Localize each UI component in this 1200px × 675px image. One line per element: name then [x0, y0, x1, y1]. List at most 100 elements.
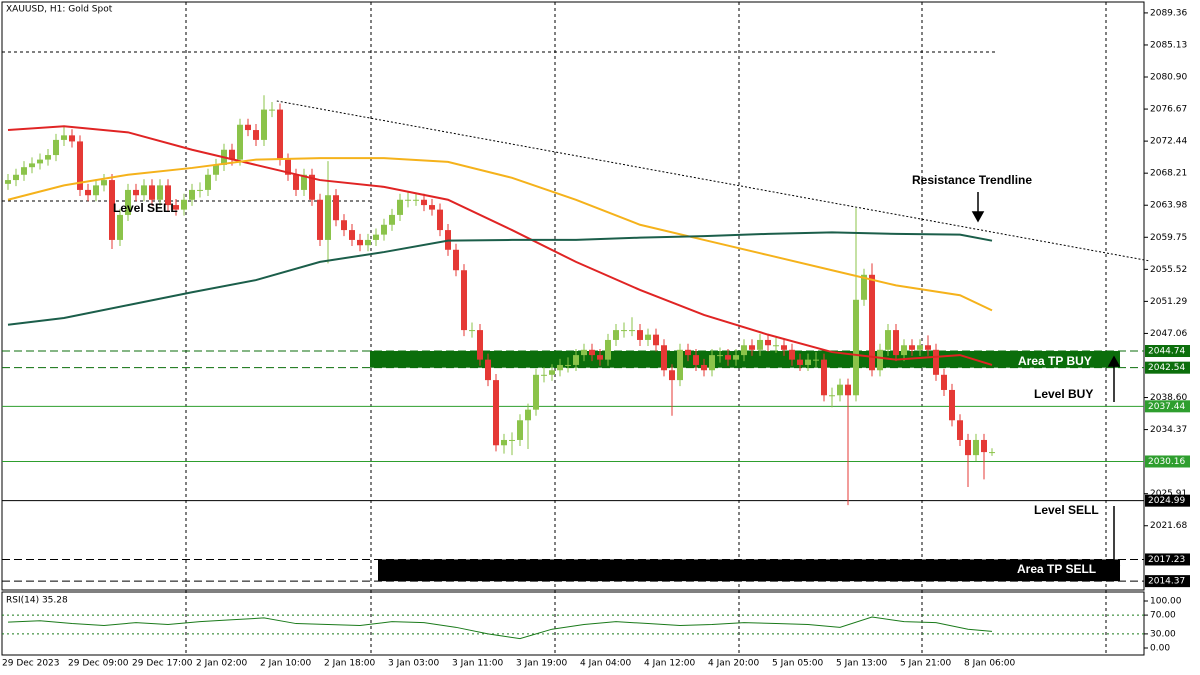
candle-body — [909, 345, 915, 350]
candle-body — [133, 189, 139, 196]
candle-body — [973, 439, 979, 456]
moving-average — [7, 125, 993, 366]
arrows — [971, 192, 1121, 578]
level-tag — [1145, 575, 1190, 588]
candle-body — [317, 199, 323, 240]
candle-body — [885, 330, 891, 350]
candle-body — [509, 439, 515, 441]
candle-body — [421, 199, 427, 206]
candle-body — [461, 270, 467, 331]
x-tick-label: 2 Jan 18:00 — [324, 659, 376, 669]
candle-body — [917, 345, 923, 350]
candle-body — [93, 185, 99, 196]
level-label: 2017.23 — [1148, 555, 1185, 565]
candle-body — [805, 359, 811, 365]
candle-body — [813, 359, 819, 361]
candle-body — [677, 349, 683, 381]
candle-body — [21, 167, 27, 175]
candle-body — [325, 195, 331, 240]
rsi-panel — [1, 591, 1145, 656]
x-tick-label: 2 Jan 02:00 — [196, 659, 248, 669]
y-tick-label: 2021.68 — [1150, 521, 1187, 531]
x-tick-label: 29 Dec 17:00 — [132, 659, 193, 669]
candle-body — [85, 189, 91, 196]
level-label: 2030.16 — [1148, 457, 1185, 467]
level-label: 2044.74 — [1148, 347, 1185, 357]
candle-body — [989, 452, 995, 454]
candle-body — [501, 439, 507, 446]
x-tick-label: 4 Jan 12:00 — [644, 659, 696, 669]
y-tick-label: 2055.52 — [1150, 265, 1187, 275]
annotation: Resistance Trendline — [912, 173, 1032, 187]
x-tick-label: 5 Jan 13:00 — [836, 659, 888, 669]
candle-body — [717, 355, 723, 357]
y-tick-label: 2025.91 — [1150, 489, 1187, 499]
candle-body — [869, 274, 875, 371]
candle-body — [253, 130, 259, 140]
candle-body — [949, 389, 955, 421]
candle-body — [565, 364, 571, 366]
candle-body — [541, 374, 547, 376]
candle-body — [301, 174, 307, 190]
candle-body — [733, 355, 739, 360]
candle-body — [957, 420, 963, 440]
x-tick-label: 4 Jan 04:00 — [580, 659, 632, 669]
candle-body — [117, 214, 123, 240]
candle-body — [597, 355, 603, 360]
candle-body — [581, 349, 587, 356]
candle-body — [333, 195, 339, 221]
candle-body — [653, 334, 659, 346]
candle-body — [693, 355, 699, 365]
candle-body — [245, 124, 251, 131]
candle-body — [781, 345, 787, 350]
candle-body — [493, 380, 499, 446]
candle-body — [405, 199, 411, 201]
x-tick-label: 3 Jan 11:00 — [452, 659, 504, 669]
candle-body — [605, 339, 611, 360]
level-tag — [1145, 361, 1190, 374]
candle-body — [853, 299, 859, 396]
candle-body — [157, 185, 163, 200]
candle-body — [629, 330, 635, 332]
rsi-title: RSI(14) 35.28 — [6, 596, 68, 606]
candle-body — [829, 395, 835, 397]
candle-body — [77, 141, 83, 190]
x-tick-label: 3 Jan 03:00 — [388, 659, 440, 669]
candle-body — [205, 174, 211, 190]
y-tick-label: 2051.29 — [1150, 297, 1187, 307]
level-label: 2024.99 — [1148, 496, 1185, 506]
candle-body — [213, 164, 219, 175]
candle-body — [53, 139, 59, 156]
candle-body — [397, 199, 403, 215]
rsi-line — [7, 616, 993, 640]
level-tag — [1145, 345, 1190, 358]
candle-body — [13, 174, 19, 181]
candle-body — [661, 345, 667, 371]
y-tick-label: 2038.60 — [1150, 393, 1187, 403]
x-tick-label: 8 Jan 06:00 — [964, 659, 1016, 669]
moving-average — [7, 157, 993, 312]
annotation: Level SELL — [113, 201, 178, 215]
candle-body — [709, 355, 715, 371]
candle-body — [845, 384, 851, 396]
separators — [2, 2, 1107, 655]
candle-body — [37, 159, 43, 164]
candle-body — [701, 364, 707, 371]
annotation: Level SELL — [1034, 503, 1099, 517]
x-tick-label: 5 Jan 05:00 — [772, 659, 824, 669]
y-tick-label: 2047.06 — [1150, 329, 1187, 339]
x-tick-label: 2 Jan 10:00 — [260, 659, 312, 669]
candle-body — [621, 330, 627, 332]
rsi-tick-label: 0.00 — [1150, 644, 1170, 654]
candle-body — [933, 349, 939, 375]
candle-body — [525, 409, 531, 421]
candle-body — [181, 199, 187, 210]
level-tag — [1145, 553, 1190, 566]
candle-body — [901, 345, 907, 356]
x-tick-label: 29 Dec 09:00 — [68, 659, 129, 669]
candle-body — [741, 345, 747, 356]
candle-body — [389, 214, 395, 225]
candle-body — [413, 199, 419, 201]
candle-body — [789, 349, 795, 360]
